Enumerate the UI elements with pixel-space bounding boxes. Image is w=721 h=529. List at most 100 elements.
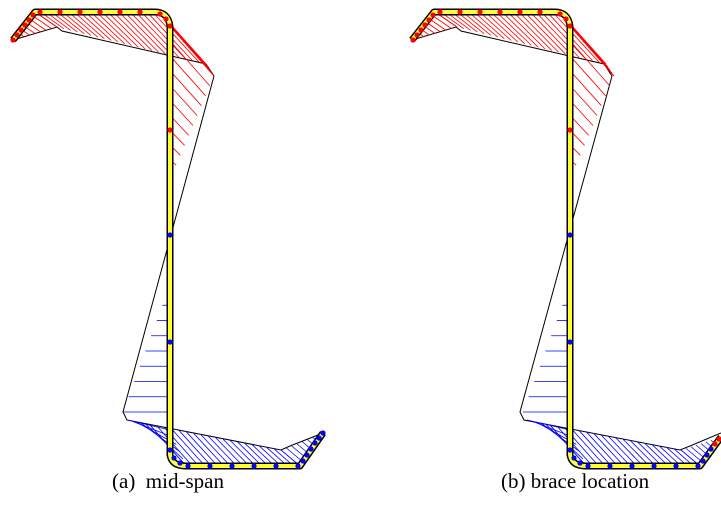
stress-hatch-line xyxy=(569,40,611,87)
section-node xyxy=(430,12,436,18)
section-node xyxy=(629,463,635,469)
section-node xyxy=(37,9,43,15)
stress-hatch-line xyxy=(629,439,656,467)
compression-stress-hatch xyxy=(123,289,321,467)
stress-hatch-line xyxy=(169,85,198,116)
stress-hatch-line xyxy=(200,434,231,467)
section-node xyxy=(567,23,573,29)
stress-hatch-line xyxy=(178,430,212,467)
section-node xyxy=(567,232,573,238)
section-node xyxy=(418,27,424,33)
stress-hatch-line xyxy=(57,12,85,35)
stress-hatch-line xyxy=(68,12,98,38)
panel-brace-location xyxy=(409,8,721,470)
section-node xyxy=(651,463,657,469)
caption-brace-location: (b) brace location xyxy=(501,469,650,493)
stress-hatch-line xyxy=(154,13,200,63)
section-node xyxy=(437,9,443,15)
section-node xyxy=(10,37,16,43)
section-node xyxy=(563,16,569,22)
section-node xyxy=(312,440,318,446)
stress-hatch-line xyxy=(114,12,153,51)
section-node xyxy=(163,16,169,22)
stress-hatch-line xyxy=(685,448,703,463)
section-node xyxy=(26,17,32,23)
stress-hatch-line xyxy=(169,70,202,106)
stress-hatch-line xyxy=(80,12,112,41)
section-node xyxy=(273,463,279,469)
stress-hatch-line xyxy=(169,100,194,126)
stress-hatch-line xyxy=(485,12,519,43)
section-node xyxy=(167,23,173,29)
undeformed-z-section-fill xyxy=(11,10,325,468)
section-node xyxy=(157,11,163,17)
stress-hatch-line xyxy=(600,434,631,467)
stress-hatch-line xyxy=(74,12,105,40)
stress-hatch-line xyxy=(480,12,512,41)
section-node xyxy=(14,32,20,38)
stress-hatch-line xyxy=(593,433,625,467)
stress-hatch-line xyxy=(567,21,611,71)
stress-hatch-line xyxy=(607,435,637,467)
stress-hatch-line xyxy=(169,25,215,77)
section-node xyxy=(567,339,573,345)
stress-hatch-line xyxy=(569,25,615,77)
section-node xyxy=(537,9,543,15)
stress-hatch-line xyxy=(651,444,675,467)
section-node xyxy=(177,460,183,466)
stress-hatch-line xyxy=(97,12,132,46)
stress-hatch-line xyxy=(244,442,269,467)
section-node xyxy=(585,463,591,469)
stress-hatch-line xyxy=(571,428,606,467)
stress-hatch-line xyxy=(556,426,593,467)
stress-hatch-line xyxy=(207,435,237,467)
stress-hatch-line xyxy=(91,12,126,45)
stress-hatch-line xyxy=(193,433,225,467)
section-node xyxy=(304,452,310,458)
section-node xyxy=(57,9,63,15)
stress-hatch-line xyxy=(615,437,644,467)
section-node xyxy=(414,32,420,38)
section-node xyxy=(320,430,326,436)
stress-hatch-line xyxy=(497,12,532,46)
section-node xyxy=(229,463,235,469)
stress-hatch-line xyxy=(429,18,447,31)
section-node xyxy=(577,460,583,466)
section-node xyxy=(185,463,191,469)
section-node xyxy=(477,9,483,15)
stress-hatch-line xyxy=(32,15,52,29)
stress-hatch-line xyxy=(554,13,600,63)
section-node xyxy=(673,463,679,469)
stress-hatch-line xyxy=(569,85,598,116)
section-node xyxy=(708,446,714,452)
stress-hatch-line xyxy=(285,447,304,463)
stress-hatch-line xyxy=(131,13,173,56)
stress-hatch-line xyxy=(531,13,573,56)
stress-hatch-line xyxy=(463,12,492,36)
stress-hatch-line xyxy=(171,428,206,467)
section-node xyxy=(300,458,306,464)
stress-hatch-line xyxy=(237,441,263,467)
stress-hatch-line xyxy=(119,13,159,53)
stress-hatch-line xyxy=(251,444,275,467)
section-node xyxy=(207,463,213,469)
panel-mid-span xyxy=(10,8,326,470)
section-nodes xyxy=(410,9,721,469)
stress-hatch-line xyxy=(514,12,553,51)
section-node xyxy=(567,447,573,453)
section-node xyxy=(295,463,301,469)
section-node xyxy=(567,127,573,133)
stress-hatch-line xyxy=(586,431,618,467)
section-node xyxy=(117,9,123,15)
section-node xyxy=(167,447,173,453)
section-node xyxy=(97,9,103,15)
section-node xyxy=(77,9,83,15)
section-node xyxy=(171,455,177,461)
section-node xyxy=(308,446,314,452)
stress-hatch-line xyxy=(108,12,146,50)
stress-hatch-line xyxy=(85,12,119,43)
section-node xyxy=(712,441,718,447)
section-node xyxy=(497,9,503,15)
stress-hatch-line xyxy=(451,11,478,33)
